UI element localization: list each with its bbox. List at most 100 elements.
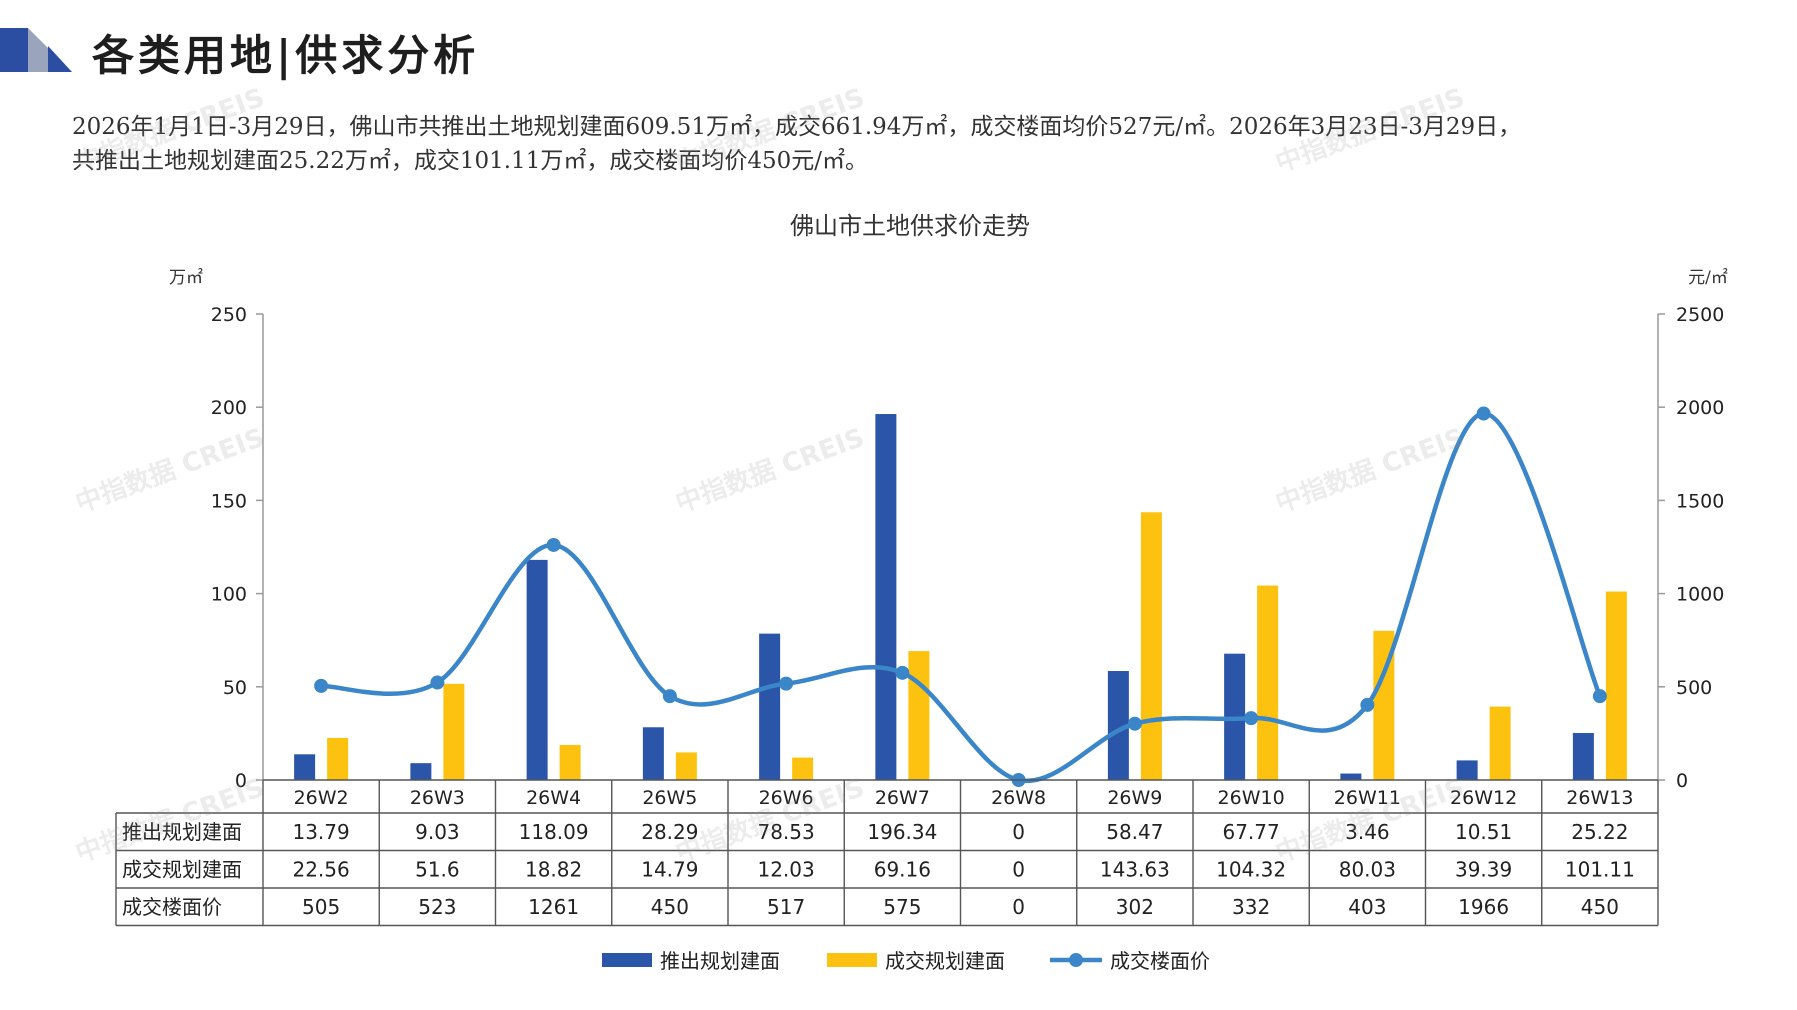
x-tick-label: 26W12 [1450,787,1517,809]
legend-label-deal: 成交规划建面 [885,949,1005,973]
logo-small-triangle [48,46,72,72]
data-label: 13.79 [292,820,349,844]
right-tick-label: 2500 [1676,304,1724,326]
bar-supply [1572,732,1594,780]
bar-supply [410,763,432,780]
price-line [321,411,1602,784]
x-tick-label: 26W10 [1218,787,1285,809]
left-axis-unit: 万㎡ [169,268,203,288]
data-label: 302 [1116,895,1154,919]
legend-swatch-deal [827,953,877,967]
right-axis-unit: 元/㎡ [1688,268,1728,288]
data-label: 25.22 [1571,820,1628,844]
data-label: 1261 [528,895,579,919]
bar-supply [1340,773,1362,780]
bar-supply [526,559,548,780]
data-label: 22.56 [292,858,349,882]
legend-swatch-price-point [1069,953,1083,967]
left-tick-label: 200 [211,397,247,419]
bar-deal [327,737,349,780]
data-label: 0 [1012,820,1025,844]
data-label: 143.63 [1100,858,1170,882]
summary-line-2: 共推出土地规划建面25.22万㎡，成交101.11万㎡，成交楼面均价450元/㎡… [72,148,868,174]
summary-text: 2026年1月1日-3月29日，佛山市共推出土地规划建面609.51万㎡，成交6… [72,110,1752,178]
data-label: 10.51 [1455,820,1512,844]
bar-supply [1107,671,1129,780]
bar-deal [908,651,930,780]
data-label: 104.32 [1216,858,1286,882]
price-point [546,537,561,552]
data-label: 403 [1348,895,1386,919]
page-title: 各类用地|供求分析 [92,31,480,80]
x-tick-label: 26W3 [410,787,465,809]
bar-deal [443,683,465,780]
x-tick-label: 26W7 [875,787,930,809]
data-label: 101.11 [1565,858,1635,882]
data-label: 1966 [1458,895,1509,919]
table-row-header: 推出规划建面 [122,820,242,844]
left-tick-label: 250 [211,304,247,326]
data-label: 0 [1012,895,1025,919]
price-point [1127,716,1142,731]
data-label: 78.53 [757,820,814,844]
price-point [1592,689,1607,704]
bar-deal [792,757,814,780]
data-label: 505 [302,895,340,919]
data-label: 196.34 [867,820,937,844]
data-label: 51.6 [415,858,460,882]
bar-supply [642,727,664,780]
price-point [779,676,794,691]
price-point [1360,697,1375,712]
right-tick-label: 0 [1676,770,1688,792]
data-label: 517 [767,895,805,919]
brand-logo-icon [0,28,72,72]
x-tick-label: 26W11 [1334,787,1401,809]
x-tick-label: 26W8 [991,787,1046,809]
data-label: 14.79 [641,858,698,882]
legend-label-price: 成交楼面价 [1110,949,1210,973]
right-tick-label: 500 [1676,677,1712,699]
data-label: 28.29 [641,820,698,844]
data-label: 332 [1232,895,1270,919]
data-label: 12.03 [757,858,814,882]
data-label: 58.47 [1106,820,1163,844]
legend-label-supply: 推出规划建面 [660,949,780,973]
data-label: 9.03 [415,820,460,844]
summary-line-1: 2026年1月1日-3月29日，佛山市共推出土地规划建面609.51万㎡，成交6… [72,114,1522,140]
price-point [1244,711,1259,726]
data-label: 3.46 [1345,820,1390,844]
price-point [895,665,910,680]
table-row-header: 成交规划建面 [122,858,242,882]
bar-deal [1257,585,1279,780]
bar-deal [1373,630,1395,780]
table-row-header: 成交楼面价 [122,895,222,919]
data-label: 18.82 [525,858,582,882]
bar-deal [1140,512,1162,780]
left-tick-label: 100 [211,584,247,606]
price-point [1476,406,1491,421]
logo-left-block [0,28,28,72]
data-label: 39.39 [1455,858,1512,882]
bar-deal [1605,591,1627,780]
x-tick-label: 26W4 [526,787,581,809]
bar-supply [875,414,897,780]
data-label: 80.03 [1339,858,1396,882]
chart-title: 佛山市土地供求价走势 [790,212,1030,240]
data-label: 69.16 [874,858,931,882]
data-label: 523 [418,895,456,919]
right-tick-label: 1000 [1676,584,1724,606]
data-label: 67.77 [1222,820,1279,844]
x-tick-label: 26W5 [642,787,697,809]
legend-swatch-supply [602,953,652,967]
bar-supply [759,633,781,780]
data-label: 575 [883,895,921,919]
x-tick-label: 26W9 [1107,787,1162,809]
price-point [662,689,677,704]
right-tick-label: 2000 [1676,397,1724,419]
bar-deal [675,752,697,780]
x-tick-label: 26W6 [759,787,814,809]
price-point [314,678,329,693]
left-tick-label: 0 [235,770,247,792]
price-point [430,675,445,690]
